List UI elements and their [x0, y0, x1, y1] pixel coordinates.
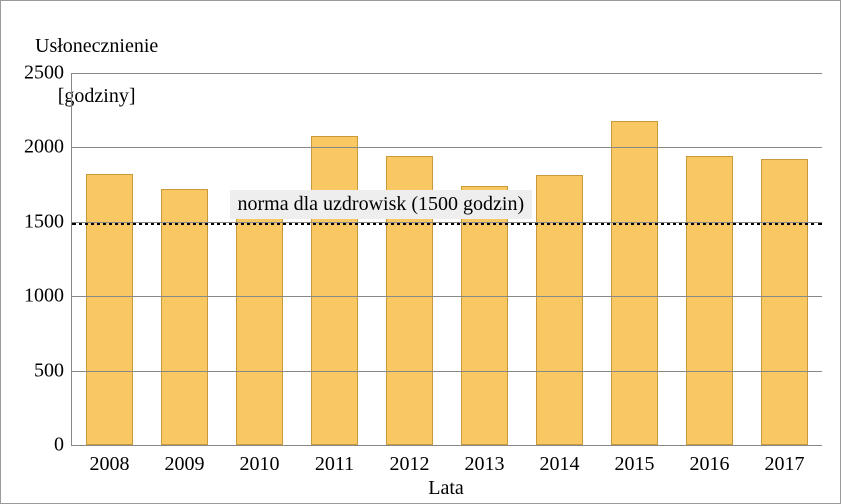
bar — [311, 136, 358, 446]
grid-line — [72, 147, 822, 148]
y-tick-label: 500 — [34, 359, 72, 382]
chart-frame: Usłonecznienie [godziny] norma dla uzdro… — [0, 0, 841, 504]
plot-area: norma dla uzdrowisk (1500 godzin) 050010… — [71, 73, 822, 446]
y-tick-label: 0 — [54, 434, 72, 457]
x-tick-label: 2009 — [165, 445, 205, 476]
x-tick-label: 2008 — [90, 445, 130, 476]
bar — [536, 175, 583, 445]
bar — [161, 189, 208, 445]
y-tick-label: 2000 — [24, 136, 72, 159]
y-tick-label: 2500 — [24, 62, 72, 85]
x-tick-label: 2010 — [240, 445, 280, 476]
x-axis-title: Lata — [428, 477, 464, 500]
y-axis-title-line1: Usłonecznienie — [35, 35, 158, 57]
bar — [461, 186, 508, 445]
grid-line — [72, 371, 822, 372]
reference-label: norma dla uzdrowisk (1500 godzin) — [230, 190, 533, 219]
x-tick-label: 2011 — [315, 445, 354, 476]
x-tick-label: 2013 — [465, 445, 505, 476]
grid-line — [72, 222, 822, 223]
y-tick-label: 1000 — [24, 285, 72, 308]
bars-layer — [72, 73, 822, 445]
x-tick-label: 2016 — [690, 445, 730, 476]
grid-line — [72, 73, 822, 74]
x-tick-label: 2014 — [540, 445, 580, 476]
bar — [86, 174, 133, 445]
x-tick-label: 2015 — [615, 445, 655, 476]
bar — [611, 121, 658, 445]
bar — [236, 194, 283, 445]
grid-line — [72, 296, 822, 297]
x-tick-label: 2012 — [390, 445, 430, 476]
bar — [686, 156, 733, 445]
bar — [761, 159, 808, 445]
y-tick-label: 1500 — [24, 210, 72, 233]
x-tick-label: 2017 — [765, 445, 805, 476]
